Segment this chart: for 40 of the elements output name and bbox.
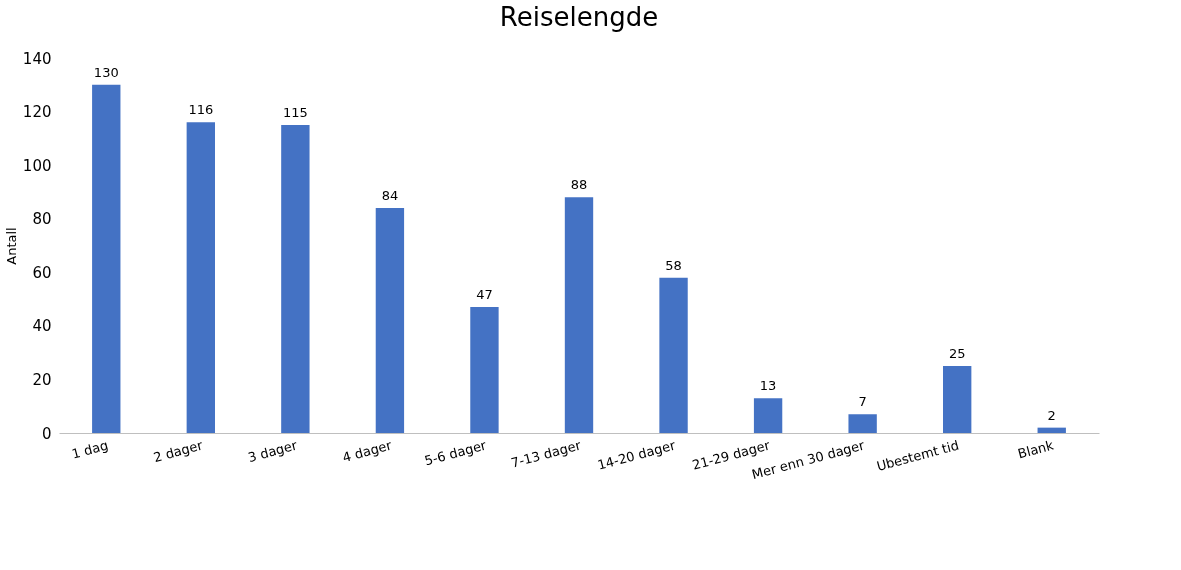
data-label: 130 (93, 64, 119, 80)
bar (92, 84, 121, 433)
data-label: 7 (858, 394, 867, 410)
y-tick-label: 0 (41, 424, 52, 443)
data-label: 2 (1047, 407, 1056, 423)
data-label: 47 (476, 287, 493, 303)
chart-title: Reiselengde (499, 2, 659, 32)
x-tick-label: Blank (1016, 437, 1056, 462)
x-tick-label: 1 dag (70, 437, 110, 462)
data-label: 115 (282, 104, 308, 120)
data-label: 88 (570, 177, 588, 193)
y-tick-label: 140 (22, 49, 52, 68)
y-axis-title: Antall (3, 227, 19, 265)
bar (470, 307, 499, 433)
y-tick-label: 40 (32, 317, 52, 336)
bar (564, 197, 594, 433)
bar (659, 277, 688, 433)
x-tick-label: 3 dager (246, 437, 300, 466)
y-tick-label: 20 (32, 370, 52, 389)
y-tick-label: 80 (32, 210, 52, 229)
bar (281, 124, 310, 433)
data-label: 58 (665, 257, 682, 273)
x-tick-label: 14-20 dager (596, 437, 678, 473)
bar (375, 208, 405, 433)
bar (943, 366, 972, 433)
bar (848, 414, 877, 433)
bar (753, 398, 783, 433)
x-tick-label: 4 dager (340, 437, 394, 466)
data-label: 13 (759, 378, 777, 394)
x-tick-label: 5-6 dager (422, 437, 489, 469)
y-tick-label: 100 (22, 156, 52, 175)
x-tick-label: 7-13 dager (509, 437, 583, 471)
data-label: 84 (381, 188, 399, 203)
bar (1037, 427, 1066, 433)
x-tick-label: 2 dager (151, 437, 205, 466)
data-label: 25 (948, 346, 966, 362)
y-tick-label: 120 (22, 103, 52, 122)
bar (186, 122, 215, 433)
y-tick-label: 60 (32, 263, 52, 282)
data-label: 116 (188, 102, 214, 118)
